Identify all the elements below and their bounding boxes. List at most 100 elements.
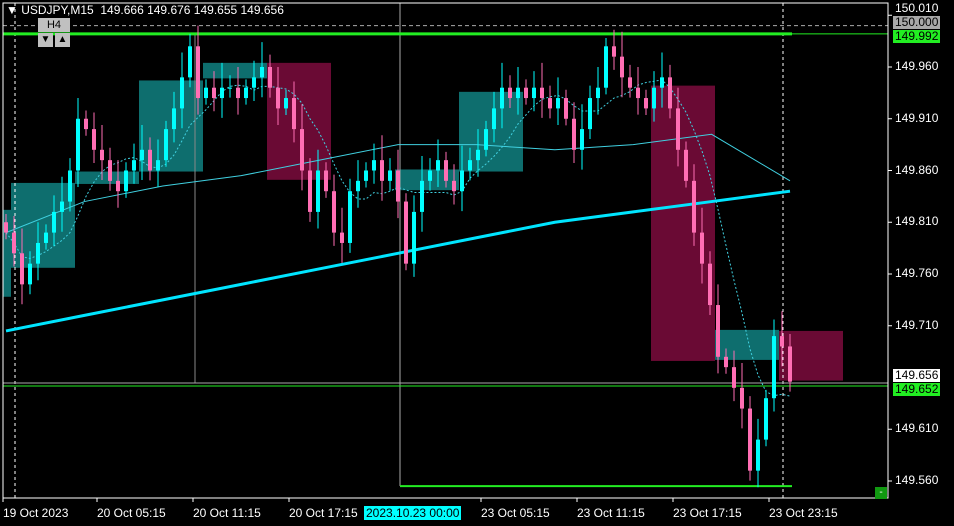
crosshair-time-label: 2023.10.23 00:00 [364, 506, 462, 520]
candle-body [612, 46, 616, 57]
candle-body [628, 77, 632, 88]
candle-body [108, 160, 112, 181]
candle-body [244, 87, 248, 99]
candle-body [748, 408, 752, 471]
candle-body [444, 160, 448, 181]
candle-body [788, 346, 792, 382]
candle-body [540, 87, 544, 99]
h4-candle-box [651, 85, 715, 361]
candle-body [532, 87, 536, 99]
timeframe-up-button[interactable]: ▲ [55, 33, 70, 47]
candle-body [4, 222, 8, 233]
candle-body [180, 77, 184, 109]
candle-body [372, 160, 376, 171]
candle-body [20, 253, 24, 285]
candle-body [580, 129, 584, 150]
candle-body [100, 149, 104, 161]
candle-body [252, 77, 256, 88]
timeframe-button[interactable]: H4 [38, 18, 70, 32]
price-tick-label: 149.760 [895, 266, 939, 280]
candle-body [196, 46, 200, 99]
ohlc-label: 149.666 149.676 149.655 149.656 [100, 3, 284, 17]
candle-body [156, 160, 160, 171]
candle-body [204, 87, 208, 99]
symbol-label: USDJPY,M15 [21, 3, 94, 17]
candle-body [364, 170, 368, 181]
price-tick-label: 149.810 [895, 214, 939, 229]
candle-body [396, 170, 400, 202]
candle-body [68, 170, 72, 202]
candle-body [388, 170, 392, 181]
candle-body [420, 180, 424, 212]
candle-body [708, 263, 712, 306]
candle-body [468, 160, 472, 171]
candle-body [212, 87, 216, 99]
candle-body [772, 336, 776, 399]
h4-candle-box [75, 171, 139, 184]
candle-body [332, 191, 336, 233]
slow-moving-average [5, 189, 791, 333]
time-tick-label: 20 Oct 17:15 [289, 506, 358, 520]
candle-body [188, 46, 192, 78]
candle-body [356, 180, 360, 192]
candle-body [556, 98, 560, 109]
timeframe-down-button[interactable]: ▼ [38, 33, 53, 47]
time-tick-label: 20 Oct 11:15 [193, 506, 261, 520]
time-tick-label: 23 Oct 17:15 [673, 506, 742, 520]
price-tick-label: 149.610 [895, 421, 939, 436]
candle-body [596, 87, 600, 99]
candle-body [620, 56, 624, 78]
h4-candle-box [203, 62, 267, 79]
candle-body [52, 211, 56, 233]
candle-body [692, 180, 696, 233]
time-tick-label: 23 Oct 23:15 [769, 506, 838, 520]
candle-body [780, 336, 784, 347]
candle-body [716, 305, 720, 357]
time-tick-label: 23 Oct 11:15 [577, 506, 645, 520]
candle-body [84, 118, 88, 130]
candle-body [292, 98, 296, 130]
mid-moving-average [5, 133, 791, 234]
price-tick-label: 149.710 [895, 317, 939, 332]
candle-body [316, 170, 320, 212]
time-tick-label: 19 Oct 2023 [3, 506, 69, 520]
candle-body [140, 149, 144, 161]
candle-body [644, 98, 648, 109]
candle-body [764, 398, 768, 440]
ask-price-label: 149.652 [893, 382, 941, 396]
candle-body [740, 387, 744, 409]
candle-body [700, 232, 704, 264]
chart-frame [2, 2, 889, 499]
candle-body [36, 242, 40, 264]
candle-body [636, 87, 640, 99]
candle-body [492, 108, 496, 130]
candle-body [124, 170, 128, 192]
level-price-label: 149.992 [893, 29, 941, 43]
price-tick-label: 149.960 [895, 59, 939, 73]
candle-body [228, 87, 232, 89]
bid-price-label: 149.656 [893, 368, 941, 382]
h4-candle-box [3, 209, 11, 297]
candle-body [300, 129, 304, 171]
candle-body [92, 129, 96, 150]
candle-body [172, 108, 176, 130]
candle-body [500, 87, 504, 109]
candle-body [76, 118, 80, 171]
candle-body [564, 98, 568, 119]
candle-body [236, 87, 240, 99]
candle-body [676, 108, 680, 150]
candle-body [60, 201, 64, 212]
candle-body [484, 129, 488, 150]
candle-body [660, 77, 664, 88]
candle-body [324, 170, 328, 192]
candle-body [308, 170, 312, 212]
candle-body [348, 191, 352, 243]
time-tick-label: 23 Oct 05:15 [481, 506, 550, 520]
candle-body [756, 439, 760, 471]
candle-body [164, 129, 168, 161]
candle-body [508, 87, 512, 99]
candle-body [516, 87, 520, 99]
collapse-button[interactable]: - [875, 487, 887, 499]
